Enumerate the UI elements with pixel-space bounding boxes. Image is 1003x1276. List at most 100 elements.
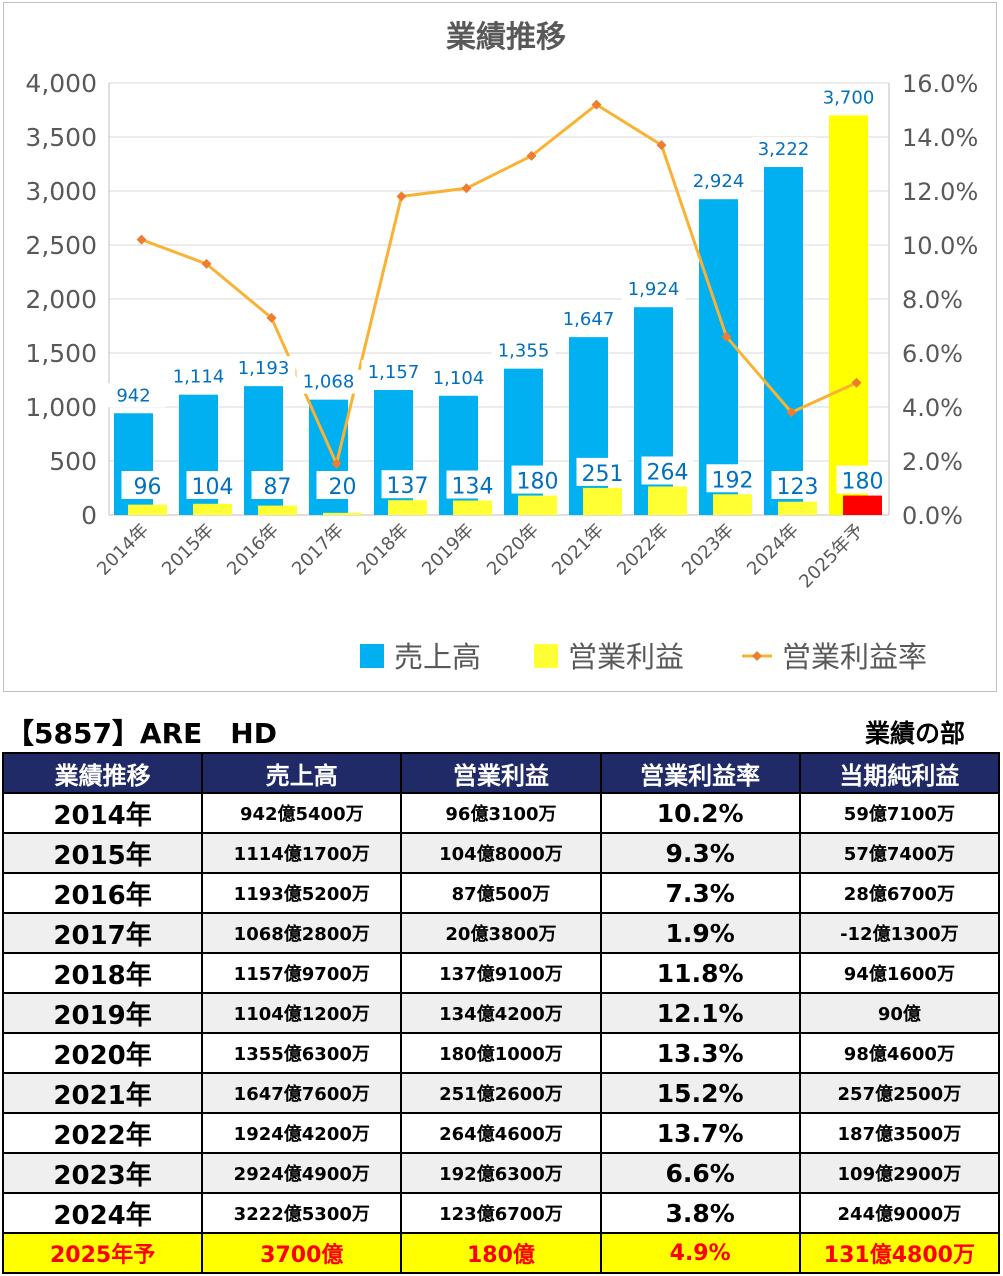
year-cell: 2022年 [1,1112,204,1154]
operating-margin-point [656,140,667,151]
year-cell: 2019年 [1,992,204,1034]
y-tick-label: 0 [81,501,97,530]
net-income-cell: 131億4800万 [798,1232,1001,1274]
net-income-cell: 187億3500万 [798,1112,1001,1154]
net-income-cell: 98億4600万 [798,1032,1001,1074]
sales-cell: 1157億9700万 [201,952,403,994]
y2-tick-label: 8.0% [902,286,963,314]
op-label-bg [381,470,434,499]
sales-data-label: 1,104 [433,368,485,389]
year-cell: 2015年 [1,832,204,874]
net-income-cell: 57億7400万 [798,832,1001,874]
sales-cell: 3222億5300万 [201,1192,403,1234]
x-tick-label: 2015年 [158,520,218,580]
x-tick-label: 2016年 [223,520,283,580]
op-label-bg [316,471,369,499]
operating-margin-cell: 11.8% [599,952,801,994]
y2-tick-label: 10.0% [902,232,978,260]
y2-tick-label: 2.0% [902,448,963,476]
sales-label-bg [296,369,361,394]
year-cell: 2016年 [1,872,204,914]
chart-frame: 業績推移 0 500 1,000 1,500 2,000 2,500 3,000 3,500 4,… [3,2,997,692]
year-cell: 2017年 [1,912,204,954]
y2-tick-label: 6.0% [902,340,963,368]
op-label-bg [836,465,889,494]
y-tick-label: 2,000 [25,285,97,314]
net-income-cell: 28億6700万 [798,872,1001,914]
op-data-label: 123 [777,475,819,500]
operating-profit-bar [778,501,817,515]
x-tick-label: 2021年 [548,520,608,580]
net-income-cell: 257億2500万 [798,1072,1001,1114]
column-header: 営業利益 [400,752,602,794]
table-header-row: 業績推移 売上高 営業利益 営業利益率 当期純利益 [1,752,1001,794]
operating-margin-point [786,407,797,418]
sales-label-bg [426,365,491,390]
y-tick-label: 1,500 [25,339,97,368]
table-row: 2015年 1114億1700万 104億8000万 9.3% 57億7400万 [1,832,1001,874]
y2-tick-label: 16.0% [902,70,978,98]
operating-margin-point [526,150,537,161]
sales-bar [764,167,803,516]
sales-data-label: 1,157 [368,362,420,383]
y2-tick-label: 14.0% [902,124,978,152]
net-income-cell: -12億1300万 [798,912,1001,954]
operating-profit-cell: 87億500万 [400,872,602,914]
operating-margin-point [591,99,602,110]
operating-profit-bar [843,495,882,515]
operating-profit-cell: 251億2600万 [400,1072,602,1114]
op-label-bg [706,464,759,493]
op-label-bg [121,471,174,499]
operating-margin-cell: 4.9% [599,1232,801,1274]
net-income-cell: 109億2900万 [798,1152,1001,1194]
chart-title: 業績推移 [446,20,566,55]
op-data-label: 180 [517,470,559,495]
operating-margin-cell: 6.6% [599,1152,801,1194]
op-data-label: 192 [712,468,754,493]
op-data-label: 104 [192,475,234,500]
op-label-bg [771,471,824,499]
op-label-bg [446,470,499,499]
sales-cell: 1647億7600万 [201,1072,403,1114]
op-label-bg [576,457,629,486]
operating-margin-point [396,191,407,202]
table-body: 2014年 942億5400万 96億3100万 10.2% 59億7100万 2015年… [1,792,1001,1274]
sales-label-bg [491,338,556,363]
table-row: 2022年 1924億4200万 264億4600万 13.7% 187億3500万 [1,1112,1001,1154]
table-row: 2023年 2924億4900万 192億6300万 6.6% 109億2900万 [1,1152,1001,1194]
x-tick-label: 2023年 [678,520,738,580]
sales-label-bg [686,169,751,194]
operating-margin-cell: 10.2% [599,792,801,834]
y2-tick-label: 4.0% [902,394,963,422]
operating-profit-bar [713,494,752,515]
section-label: 業績の部 [864,719,965,748]
table-row: 2025年予 3700億 180億 4.9% 131億4800万 [1,1232,1001,1274]
sales-label-bg [101,383,166,408]
y-tick-label: 1,000 [25,393,97,422]
sales-cell: 1068億2800万 [201,912,403,954]
table-row: 2024年 3222億5300万 123億6700万 3.8% 244億9000万 [1,1192,1001,1234]
y2-tick-label: 12.0% [902,178,978,206]
op-label-bg [186,471,239,499]
table-row: 2018年 1157億9700万 137億9100万 11.8% 94億1600万 [1,952,1001,994]
sales-bar [699,199,738,515]
table-row: 2017年 1068億2800万 20億3800万 1.9% -12億1300万 [1,912,1001,954]
operating-profit-bar [323,512,362,515]
net-income-cell: 59億7100万 [798,792,1001,834]
op-data-label: 134 [452,475,494,500]
sales-data-label: 1,647 [563,309,615,330]
column-header: 当期純利益 [798,752,1001,794]
operating-profit-cell: 180億1000万 [400,1032,602,1074]
results-table: 業績推移 売上高 営業利益 営業利益率 当期純利益 2014年 942億5400万… [1,752,1001,1274]
sales-label-bg [751,137,816,162]
company-title: 【5857】ARE HD [6,717,277,750]
table-row: 2014年 942億5400万 96億3100万 10.2% 59億7100万 [1,792,1001,834]
column-header: 売上高 [201,752,403,794]
sales-data-label: 1,355 [498,341,550,362]
year-cell: 2025年予 [1,1232,204,1274]
column-header: 営業利益率 [599,752,801,794]
sales-label-bg [231,356,296,381]
year-cell: 2023年 [1,1152,204,1194]
sales-label-bg [621,277,686,302]
operating-margin-point [136,234,147,245]
